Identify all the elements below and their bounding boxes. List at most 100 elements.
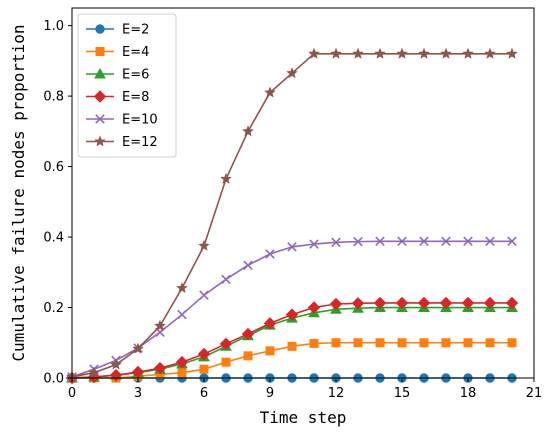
plot-frame <box>71 7 535 379</box>
data-point <box>177 368 187 378</box>
data-point <box>331 338 341 348</box>
data-point <box>88 366 100 378</box>
data-point <box>441 236 451 247</box>
data-point <box>375 338 385 348</box>
data-point <box>285 308 299 321</box>
data-point <box>110 358 122 370</box>
data-point <box>154 319 166 331</box>
legend-label: E=8 <box>122 90 149 105</box>
data-point <box>397 338 407 348</box>
data-point <box>374 47 386 59</box>
x-tick-label: 15 <box>394 386 411 401</box>
legend-marker <box>95 114 105 124</box>
data-point <box>221 357 231 367</box>
data-point <box>286 67 298 79</box>
legend-label: E=2 <box>122 23 149 38</box>
data-point <box>307 301 321 314</box>
data-point <box>287 341 297 351</box>
legend-marker <box>93 90 107 103</box>
legend-label: E=12 <box>122 135 158 150</box>
legend-item: E=2 <box>86 23 149 38</box>
data-point <box>221 274 231 285</box>
data-point <box>308 47 320 59</box>
data-point <box>439 296 453 310</box>
legend-label: E=4 <box>122 45 149 60</box>
data-point <box>309 338 319 348</box>
data-point <box>87 370 101 384</box>
plot-area: 0 3 6 9 12 15 18 210.00.20.40.60.81.0 E=2E=4E=6E… <box>43 7 543 401</box>
legend-item: E=10 <box>86 113 158 128</box>
data-point <box>352 47 364 59</box>
y-tick-label: 0.8 <box>43 90 64 105</box>
data-point <box>417 296 431 310</box>
y-tick-label: 0.4 <box>43 231 64 246</box>
legend-label: E=6 <box>122 68 149 83</box>
data-point <box>177 309 187 320</box>
data-point <box>197 347 211 361</box>
data-point <box>353 338 363 348</box>
data-point <box>176 282 188 294</box>
data-point <box>264 86 276 98</box>
legend-item: E=4 <box>86 45 149 60</box>
data-point <box>485 338 495 348</box>
y-tick-label: 0.6 <box>43 160 64 175</box>
data-point <box>242 125 254 137</box>
legend-item: E=6 <box>86 68 149 83</box>
y-tick-label: 0.2 <box>43 301 64 316</box>
data-point <box>440 47 452 59</box>
data-point <box>441 338 451 348</box>
data-point <box>330 47 342 59</box>
data-point <box>484 47 496 59</box>
legend-marker <box>94 135 106 147</box>
data-point <box>418 47 430 59</box>
data-point <box>462 47 474 59</box>
data-point <box>483 296 497 310</box>
legend: E=2 E=4 E=6 E=8 E=10 E=12 <box>77 13 177 158</box>
data-point <box>419 236 429 247</box>
legend-item: E=8 <box>86 90 149 105</box>
y-tick-label: 0.0 <box>43 372 64 387</box>
data-point <box>198 239 210 251</box>
data-point <box>219 337 233 351</box>
data-point <box>243 351 253 361</box>
data-point <box>505 296 519 310</box>
data-point <box>396 47 408 59</box>
data-point <box>463 338 473 348</box>
data-point <box>220 172 232 184</box>
data-point <box>199 364 209 374</box>
legend-marker <box>95 47 105 56</box>
x-tick-label: 12 <box>328 386 345 401</box>
data-point <box>461 296 475 310</box>
data-point <box>463 236 473 247</box>
data-point <box>331 237 341 248</box>
data-point <box>395 296 409 310</box>
data-point <box>353 236 363 247</box>
data-point <box>506 47 518 59</box>
data-point <box>375 236 385 247</box>
x-tick-label: 6 <box>200 386 208 401</box>
x-tick-label: 0 <box>68 386 76 401</box>
x-tick-label: 21 <box>526 386 543 401</box>
data-point <box>243 260 253 271</box>
data-point <box>241 327 255 341</box>
data-point <box>287 242 297 252</box>
data-point <box>263 317 277 330</box>
x-tick-label: 18 <box>460 386 477 401</box>
data-point <box>175 355 189 369</box>
data-point <box>485 236 495 247</box>
x-axis-label: Time step <box>260 408 347 427</box>
legend-marker <box>95 24 105 34</box>
data-point <box>153 361 167 375</box>
data-point <box>373 296 387 310</box>
y-tick-label: 1.0 <box>43 19 64 34</box>
x-tick-label: 9 <box>266 386 274 401</box>
legend-label: E=10 <box>122 113 158 128</box>
y-axis-label: Cumulative failure nodes proportion <box>9 24 28 361</box>
data-point <box>397 236 407 247</box>
data-point <box>265 346 275 356</box>
data-point <box>351 297 365 310</box>
data-point <box>507 338 517 348</box>
data-point <box>507 236 517 247</box>
